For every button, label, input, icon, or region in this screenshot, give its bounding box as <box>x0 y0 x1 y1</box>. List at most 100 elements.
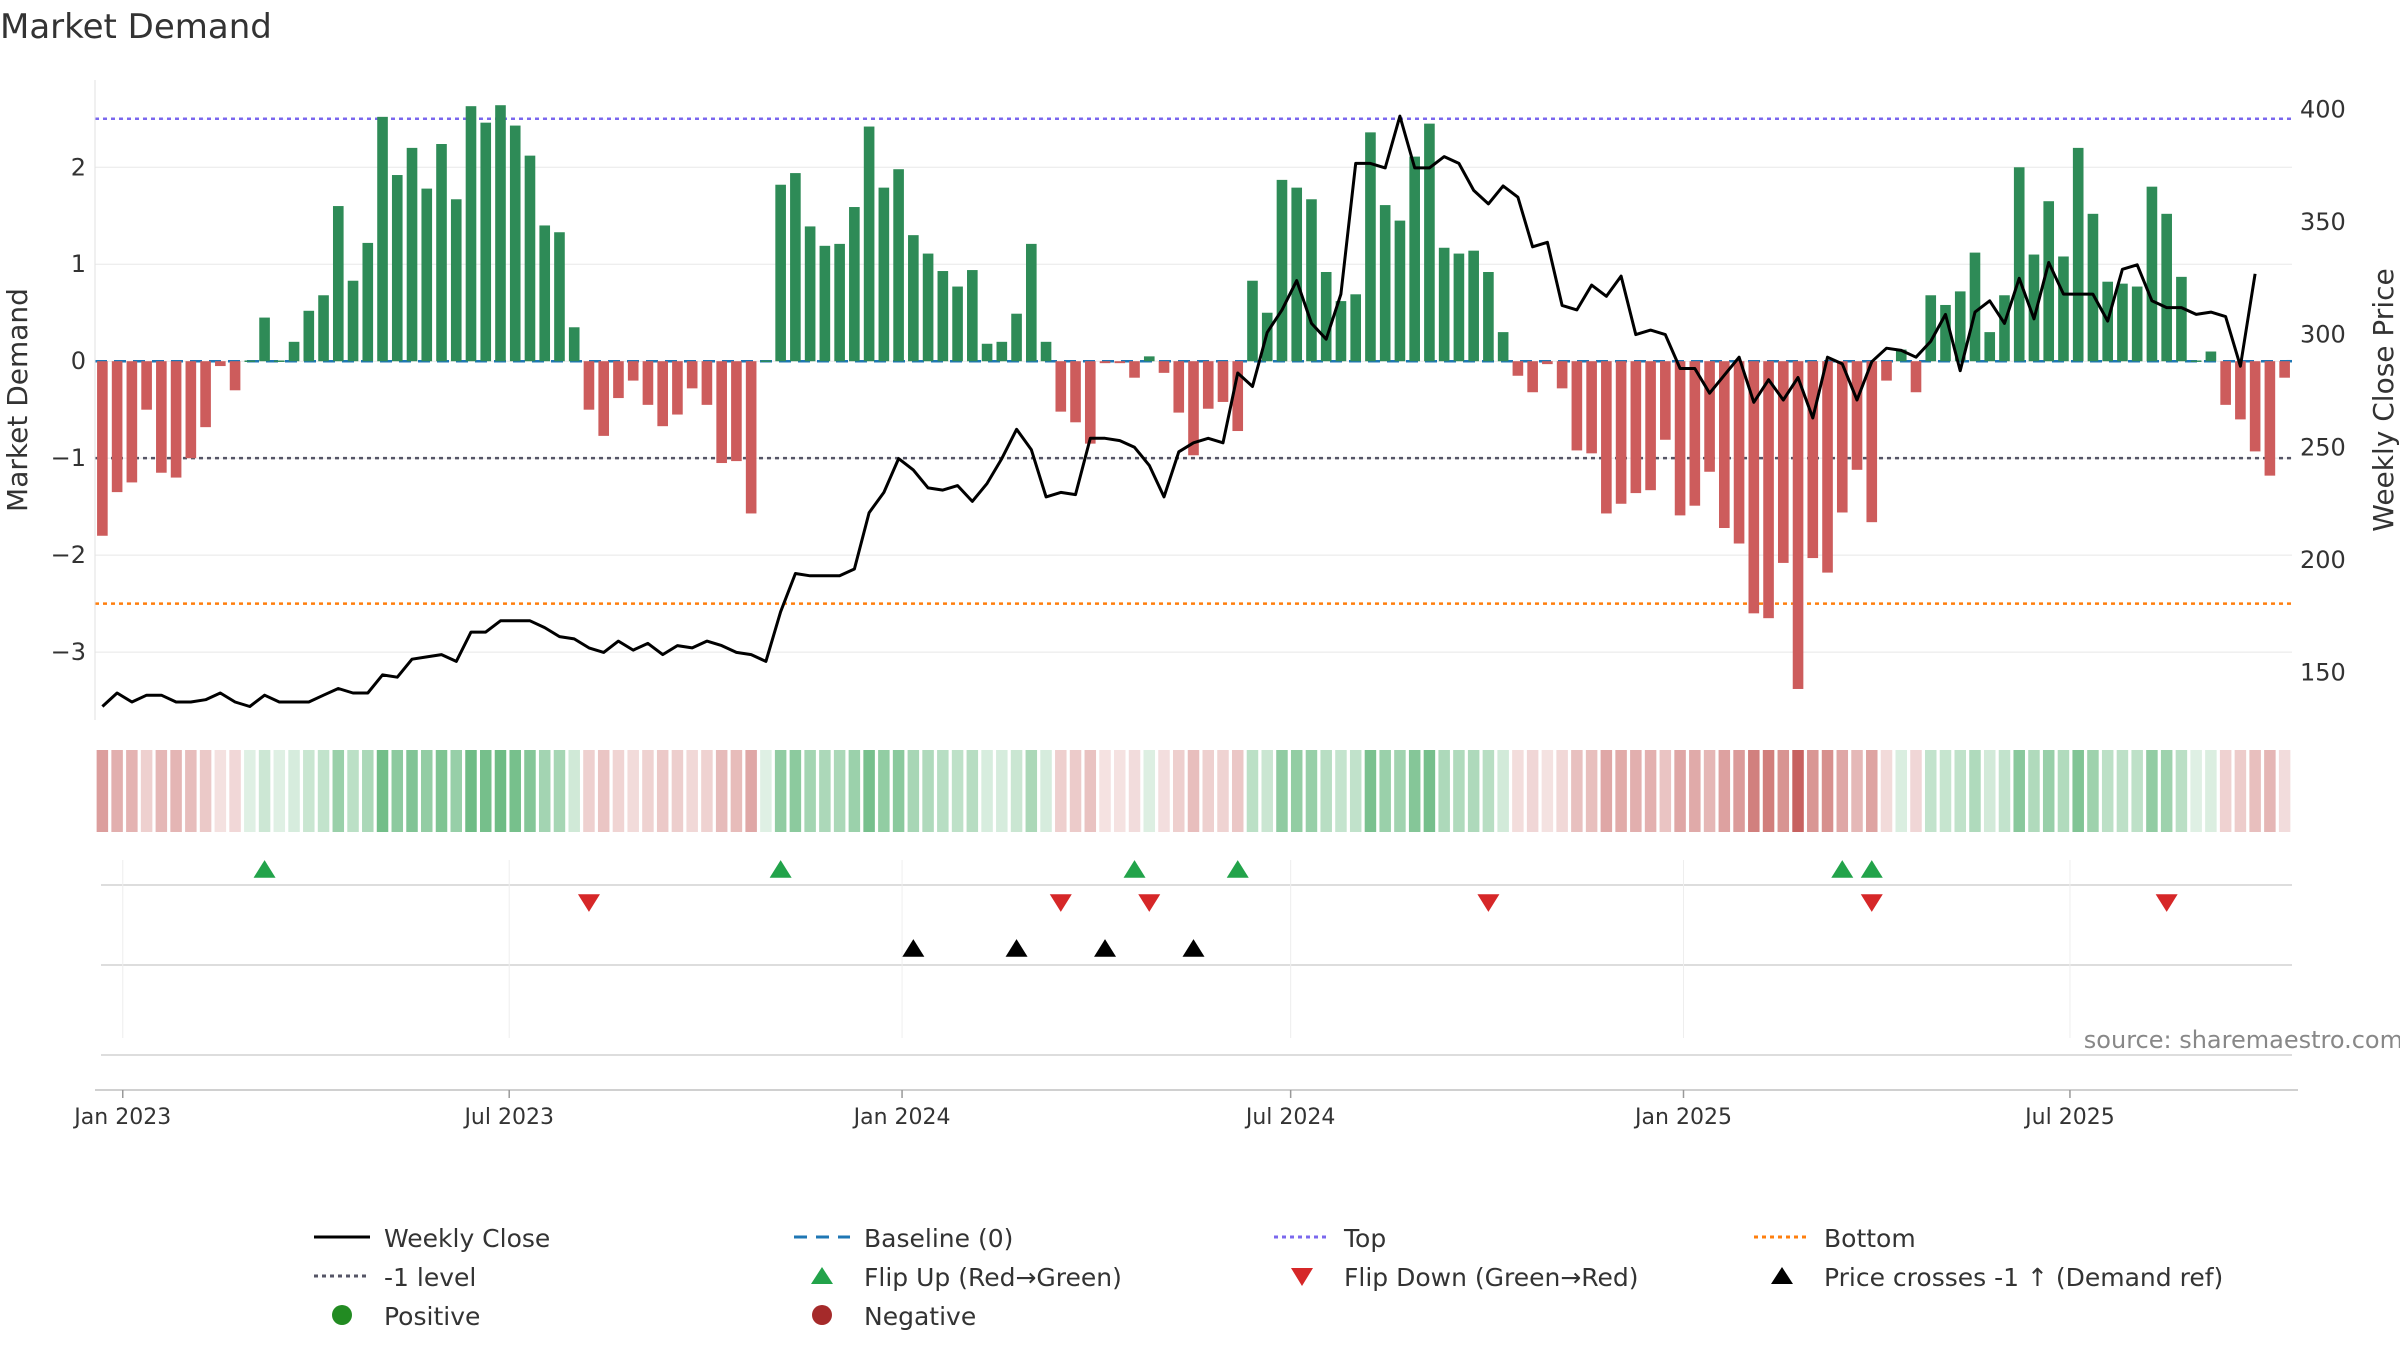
demand-bar <box>1055 361 1067 412</box>
flip-down-marker <box>2155 894 2178 912</box>
heat-cell <box>155 750 168 832</box>
demand-bar <box>2043 201 2055 362</box>
legend-item-negative: Negative <box>812 1302 976 1331</box>
demand-bar <box>2117 283 2128 362</box>
legend-item-flip_up: Flip Up (Red→Green) <box>811 1263 1122 1292</box>
demand-bar <box>288 341 300 362</box>
heat-cell <box>553 750 566 832</box>
demand-bar <box>2072 147 2084 362</box>
x-tick-label: Jul 2024 <box>1244 1105 1336 1130</box>
demand-bar <box>583 361 595 410</box>
demand-bar <box>1306 199 1317 362</box>
heat-cell <box>111 750 123 832</box>
heat-cell <box>1114 750 1126 832</box>
legend-label: Weekly Close <box>384 1224 550 1253</box>
heat-cell <box>1040 750 1052 832</box>
demand-bar <box>1999 295 2010 362</box>
heat-cell <box>126 750 138 832</box>
heat-cell <box>1364 750 1377 832</box>
flip-down-marker <box>1049 894 1072 912</box>
flip-down-marker <box>577 894 600 912</box>
demand-bar <box>878 187 890 362</box>
heat-cell <box>1305 750 1318 832</box>
heat-cell <box>612 750 625 832</box>
heat-cell <box>1969 750 1981 832</box>
y-left-tick-label: −1 <box>51 444 86 472</box>
heat-cell <box>1644 750 1657 832</box>
demand-bar <box>745 361 757 514</box>
heat-cell <box>2042 750 2055 832</box>
heat-cell <box>1394 750 1406 832</box>
heat-cell <box>229 750 241 832</box>
demand-bar <box>1910 361 1922 393</box>
heat-cell <box>745 750 757 832</box>
heat-cell <box>1276 750 1288 832</box>
legend-label: -1 level <box>384 1263 476 1292</box>
demand-bar <box>1763 361 1774 619</box>
legend-label: Negative <box>864 1302 976 1331</box>
heat-cell <box>1954 750 1966 832</box>
heat-cell <box>2131 750 2143 832</box>
demand-bar <box>760 360 772 362</box>
heat-cell <box>214 750 227 832</box>
demand-bar <box>2190 360 2202 362</box>
demand-bar <box>790 173 801 362</box>
heat-cell <box>1187 750 1200 832</box>
demand-bar <box>981 343 993 362</box>
demand-bar <box>996 341 1008 362</box>
demand-bar <box>1158 361 1170 373</box>
demand-bar <box>1984 332 1996 362</box>
heat-cell <box>258 750 271 832</box>
legend-item-top: Top <box>1274 1224 1386 1253</box>
x-tick-label: Jul 2023 <box>462 1105 554 1130</box>
y-right-tick-label: 350 <box>2300 208 2346 236</box>
heat-cell <box>1217 750 1229 832</box>
demand-bar <box>318 295 329 362</box>
heat-cell <box>199 750 212 832</box>
heat-cell <box>1939 750 1952 832</box>
demand-bar <box>362 242 374 362</box>
flip-up-marker <box>769 860 792 878</box>
heat-cell <box>2219 750 2232 832</box>
heat-cell <box>1880 750 1893 832</box>
demand-bar <box>1527 361 1538 393</box>
heat-cell <box>362 750 374 832</box>
y-right-tick-label: 150 <box>2300 659 2346 687</box>
heat-cell <box>1246 750 1259 832</box>
heat-cell <box>1689 750 1701 832</box>
heat-cell <box>2028 750 2040 832</box>
heat-cell <box>878 750 890 832</box>
heat-cell <box>1423 750 1436 832</box>
legend-swatch-flip_down <box>1291 1268 1313 1286</box>
chart-title: Market Demand <box>0 7 272 47</box>
heat-cell <box>244 750 256 832</box>
demand-bar <box>2249 361 2261 452</box>
heat-cell <box>937 750 949 832</box>
heat-cell <box>1099 750 1111 832</box>
heat-cell <box>1821 750 1834 832</box>
demand-bar <box>2235 361 2246 420</box>
heat-cell <box>1630 750 1642 832</box>
legend-swatch-cross <box>1771 1267 1793 1284</box>
heat-cell <box>819 750 831 832</box>
demand-bar <box>849 207 860 362</box>
heat-cell <box>1025 750 1038 832</box>
heat-cell <box>583 750 595 832</box>
demand-bar <box>1276 179 1288 362</box>
gridlines <box>95 166 2292 1056</box>
demand-bar <box>1335 301 1347 362</box>
heat-cell <box>1895 750 1908 832</box>
demand-bar <box>1114 361 1126 364</box>
heat-cell <box>760 750 772 832</box>
demand-bar <box>893 169 904 362</box>
demand-bar <box>244 360 256 362</box>
legend-swatch-flip_up <box>811 1267 833 1284</box>
heat-cell <box>1335 750 1347 832</box>
demand-bar <box>259 317 270 362</box>
y-right-axis-title: Weekly Close Price <box>2367 268 2400 531</box>
demand-bar <box>1143 356 1155 362</box>
heat-cell <box>494 750 507 832</box>
demand-bar <box>1232 361 1244 432</box>
price-line <box>101 114 2257 708</box>
